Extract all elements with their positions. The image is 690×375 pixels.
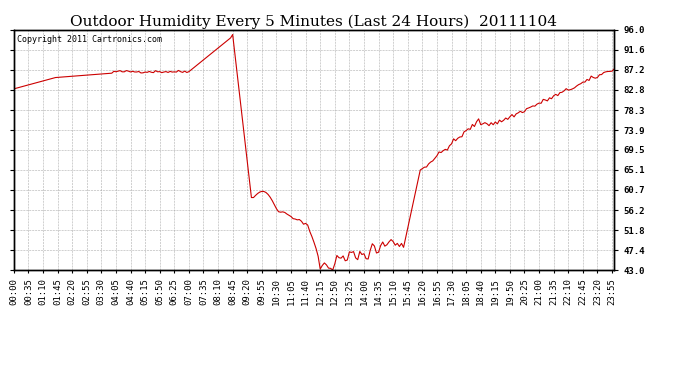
Title: Outdoor Humidity Every 5 Minutes (Last 24 Hours)  20111104: Outdoor Humidity Every 5 Minutes (Last 2… — [70, 15, 558, 29]
Text: Copyright 2011 Cartronics.com: Copyright 2011 Cartronics.com — [17, 35, 161, 44]
